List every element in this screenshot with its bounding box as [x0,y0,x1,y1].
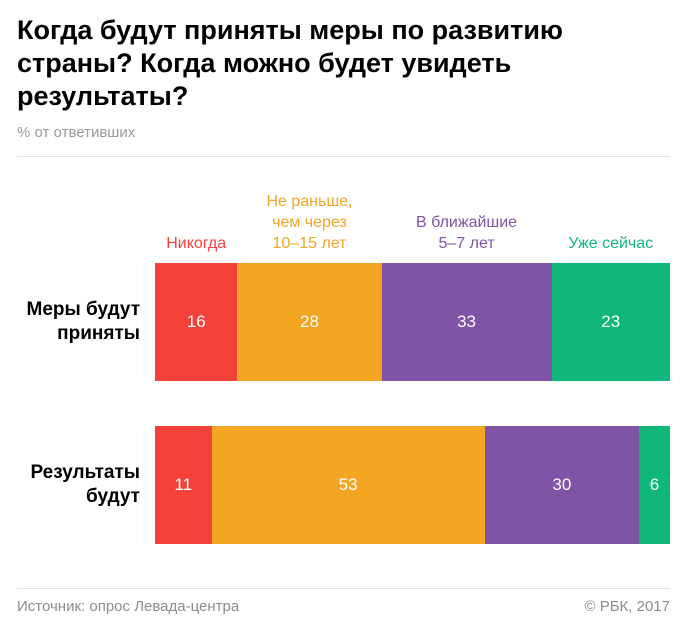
bar-segment: 33 [381,263,552,381]
bar-segment: 11 [155,426,212,544]
legend-item: Никогда [166,235,227,252]
chart-subtitle: % от ответивших [17,124,136,141]
bar-segment: 16 [155,263,238,381]
bar-segment: 28 [237,263,382,381]
legend-item: Не раньше, чем через 10–15 лет [266,193,353,252]
bar-segment: 6 [639,426,670,544]
legend-item: Уже сейчас [568,235,654,252]
top-divider [17,156,670,157]
category-label: Меры будут приняты [26,299,140,344]
category-label: Результаты будут [30,462,140,507]
bottom-divider [17,588,670,589]
bar-segment: 23 [551,263,670,381]
legend-item: В ближайшие 5–7 лет [416,214,518,252]
bar-segment: 53 [211,426,485,544]
bar-segment: 30 [484,426,640,544]
copyright: © РБК, 2017 [584,598,670,615]
source-note: Источник: опрос Левада-центра [17,598,240,615]
chart-title: Когда будут приняты меры по развитию стр… [17,15,563,111]
